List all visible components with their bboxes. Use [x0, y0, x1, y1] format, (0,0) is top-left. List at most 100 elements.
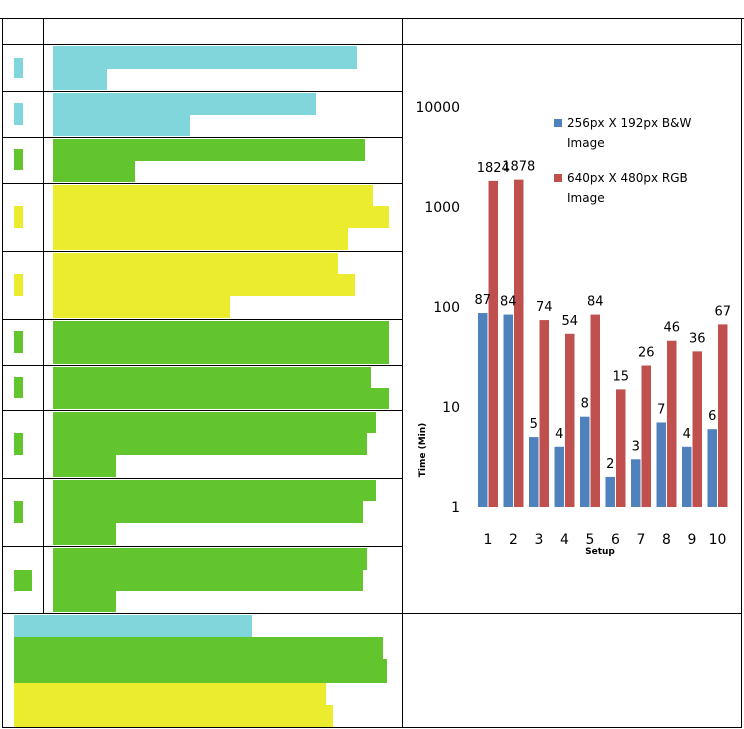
x-tick-label: 7: [637, 532, 646, 548]
x-tick-label: 3: [535, 532, 544, 548]
footer-bar: [14, 637, 383, 659]
legend: 256px X 192px B&W Image 640px X 480px RGB…: [554, 116, 692, 205]
row-swatch: [14, 274, 23, 296]
table-column-border: [43, 18, 44, 614]
row-bar: [53, 433, 367, 455]
row-swatch: [14, 331, 23, 353]
row-bar: [53, 501, 363, 523]
data-label: 3: [632, 439, 640, 454]
table-row-border: [2, 365, 402, 366]
x-tick-label: 8: [662, 532, 671, 548]
bar-series-1: [580, 416, 590, 507]
row-swatch: [14, 377, 23, 398]
row-bar: [53, 253, 338, 274]
data-label: 7: [657, 402, 665, 417]
data-label: 84: [500, 295, 517, 310]
legend-label-series-2: 640px X 480px RGB Image: [567, 171, 688, 205]
bar-series-2: [692, 351, 702, 507]
data-label: 4: [683, 427, 691, 442]
bar-series-1: [605, 476, 615, 507]
row-bar: [53, 228, 348, 250]
row-bar: [53, 388, 389, 409]
data-label: 36: [689, 331, 706, 346]
bar-series-1: [554, 446, 564, 507]
row-bar: [53, 412, 376, 433]
table-row-border: [2, 546, 402, 547]
row-bar: [53, 455, 116, 477]
x-tick-label: 2: [509, 532, 518, 548]
y-axis-label: Time (Min): [418, 423, 428, 478]
chart-bars: [478, 179, 728, 508]
bar-series-1: [682, 446, 692, 507]
table-row-border: [2, 410, 402, 411]
data-label: 67: [714, 304, 731, 319]
bar-series-2: [539, 320, 549, 507]
y-tick-label: 100: [433, 300, 460, 316]
row-swatch: [14, 206, 23, 228]
data-label: 87: [474, 293, 491, 308]
data-label: 5: [530, 417, 538, 432]
table-row-border: [2, 137, 402, 138]
data-label: 1824: [477, 161, 510, 176]
row-bar: [53, 367, 371, 388]
bar-series-2: [488, 180, 498, 507]
row-bar: [53, 185, 373, 206]
data-label: 15: [612, 369, 629, 384]
bar-series-1: [478, 313, 488, 507]
data-label: 26: [638, 346, 655, 361]
row-swatch: [14, 570, 32, 591]
row-bar: [53, 206, 389, 228]
table-row-border: [2, 91, 402, 92]
data-label: 84: [587, 295, 604, 310]
bar-series-1: [529, 437, 539, 507]
footer-bar: [14, 705, 333, 727]
bar-series-1: [503, 314, 513, 507]
row-bar: [53, 46, 357, 69]
row-bar: [53, 321, 389, 343]
y-tick-label: 1000: [424, 200, 460, 216]
bar-series-2: [514, 179, 524, 508]
footer-bar: [14, 659, 387, 683]
x-tick-label: 1: [484, 532, 493, 548]
data-label: 74: [536, 300, 553, 315]
y-tick-label: 10: [442, 400, 460, 416]
legend-label-series-1: 256px X 192px B&W Image: [567, 116, 692, 150]
row-bar: [53, 296, 230, 318]
row-bar: [53, 93, 316, 115]
row-bar: [53, 523, 116, 545]
x-axis-label: Setup: [585, 547, 615, 557]
data-label: 8: [581, 397, 589, 412]
table-row-border: [2, 613, 742, 614]
row-bar: [53, 139, 365, 161]
table-row-border: [2, 319, 402, 320]
table-row-border: [2, 44, 742, 45]
bar-series-2: [565, 333, 575, 507]
table-column-border: [402, 18, 403, 728]
row-swatch: [14, 433, 23, 455]
table-right-border: [741, 18, 742, 728]
x-tick-label: 10: [709, 532, 727, 548]
row-bar: [53, 480, 376, 501]
data-label: 1878: [502, 160, 535, 175]
row-bar: [53, 115, 190, 136]
row-bar: [53, 69, 107, 90]
row-bar: [53, 548, 367, 570]
row-bar: [53, 570, 363, 591]
row-swatch: [14, 149, 23, 170]
bar-series-2: [718, 324, 728, 507]
bar-series-2: [590, 314, 600, 507]
data-label: 46: [663, 321, 680, 336]
x-tick-label: 9: [688, 532, 697, 548]
bar-series-1: [656, 422, 666, 507]
table-row-border: [2, 478, 402, 479]
footer-bar: [14, 683, 326, 705]
y-tick-label: 10000: [415, 100, 460, 116]
y-axis-ticks: 1 10 100 1000 10000: [415, 100, 460, 516]
row-bar: [53, 591, 116, 612]
table-top-border: [0, 18, 744, 19]
row-swatch: [14, 103, 23, 125]
table-row-border: [2, 251, 402, 252]
x-tick-label: 6: [611, 532, 620, 548]
x-axis-ticks: 1 2 3 4 5 6 7 8 9 10: [484, 532, 727, 548]
